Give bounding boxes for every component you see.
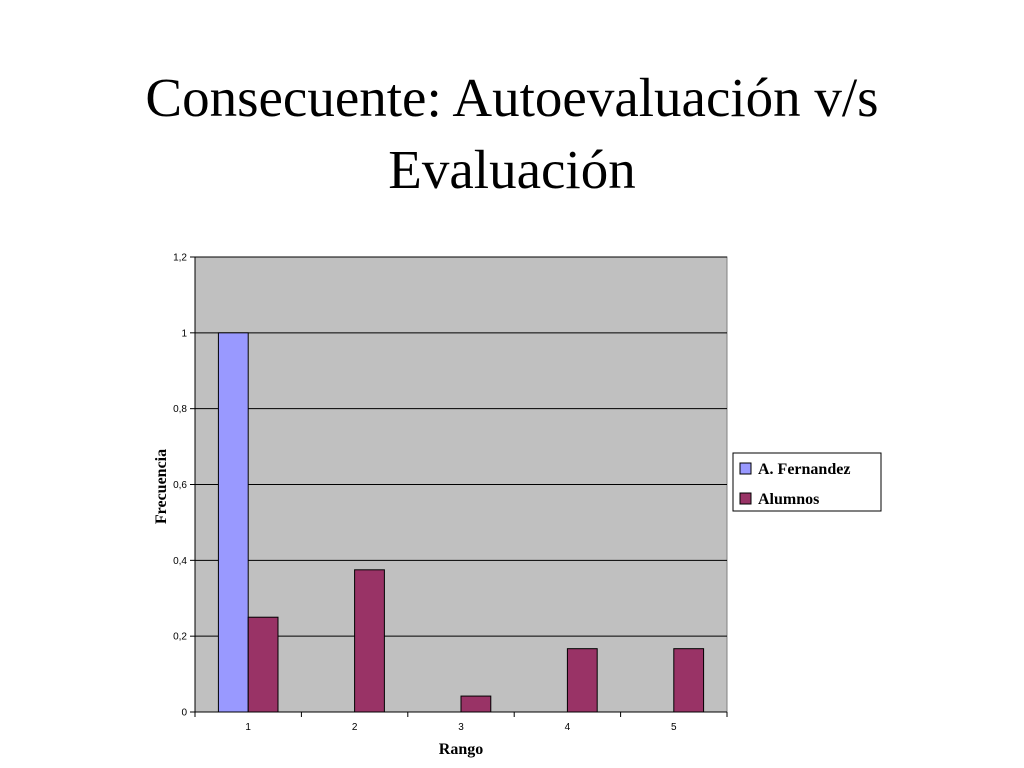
bar-alumnos-4 [566,648,598,713]
gridlines [195,256,727,637]
legend-swatch-alumnos [739,492,752,505]
axes [190,256,728,717]
x-tick-label: 5 [671,722,677,733]
legend-box [732,452,882,512]
y-tick-label: 1,2 [173,253,187,264]
y-tick-label: 0 [181,708,187,719]
x-tick-labels: 1 2 3 4 5 [245,722,677,733]
y-tick-label: 0,6 [173,480,187,491]
y-axis-title: Frecuencia [153,449,170,524]
legend-label-a-fernandez: A. Fernandez [758,461,850,478]
y-tick-label: 0,2 [173,632,187,643]
bar-alumnos-3 [460,695,492,713]
y-tick-label: 0,8 [173,404,187,415]
x-tick-label: 4 [565,722,571,733]
bar-alumnos-5 [673,648,705,713]
bars [217,332,705,713]
y-tick-label: 0,4 [173,556,187,567]
slide-title-line-2: Evaluación [388,139,636,200]
x-axis-title: Rango [439,741,483,758]
slide-title-line-1: Consecuente: Autoevaluación v/s [145,67,879,128]
y-tick-labels: 0 0,2 0,4 0,6 0,8 1 1,2 [173,253,187,719]
bar-alumnos-1 [247,616,279,713]
bar-a-fernandez-1 [217,332,249,713]
bar-alumnos-2 [354,569,385,713]
x-tick-label: 3 [458,722,464,733]
x-tick-label: 2 [352,722,358,733]
y-tick-label: 1 [181,328,187,339]
slide-title: Consecuente: Autoevaluación v/s Evaluaci… [0,62,1024,206]
x-tick-label: 1 [245,722,251,733]
legend-swatch-a-fernandez [739,462,752,475]
legend-label-alumnos: Alumnos [758,491,819,508]
legend: A. Fernandez Alumnos [732,452,882,512]
